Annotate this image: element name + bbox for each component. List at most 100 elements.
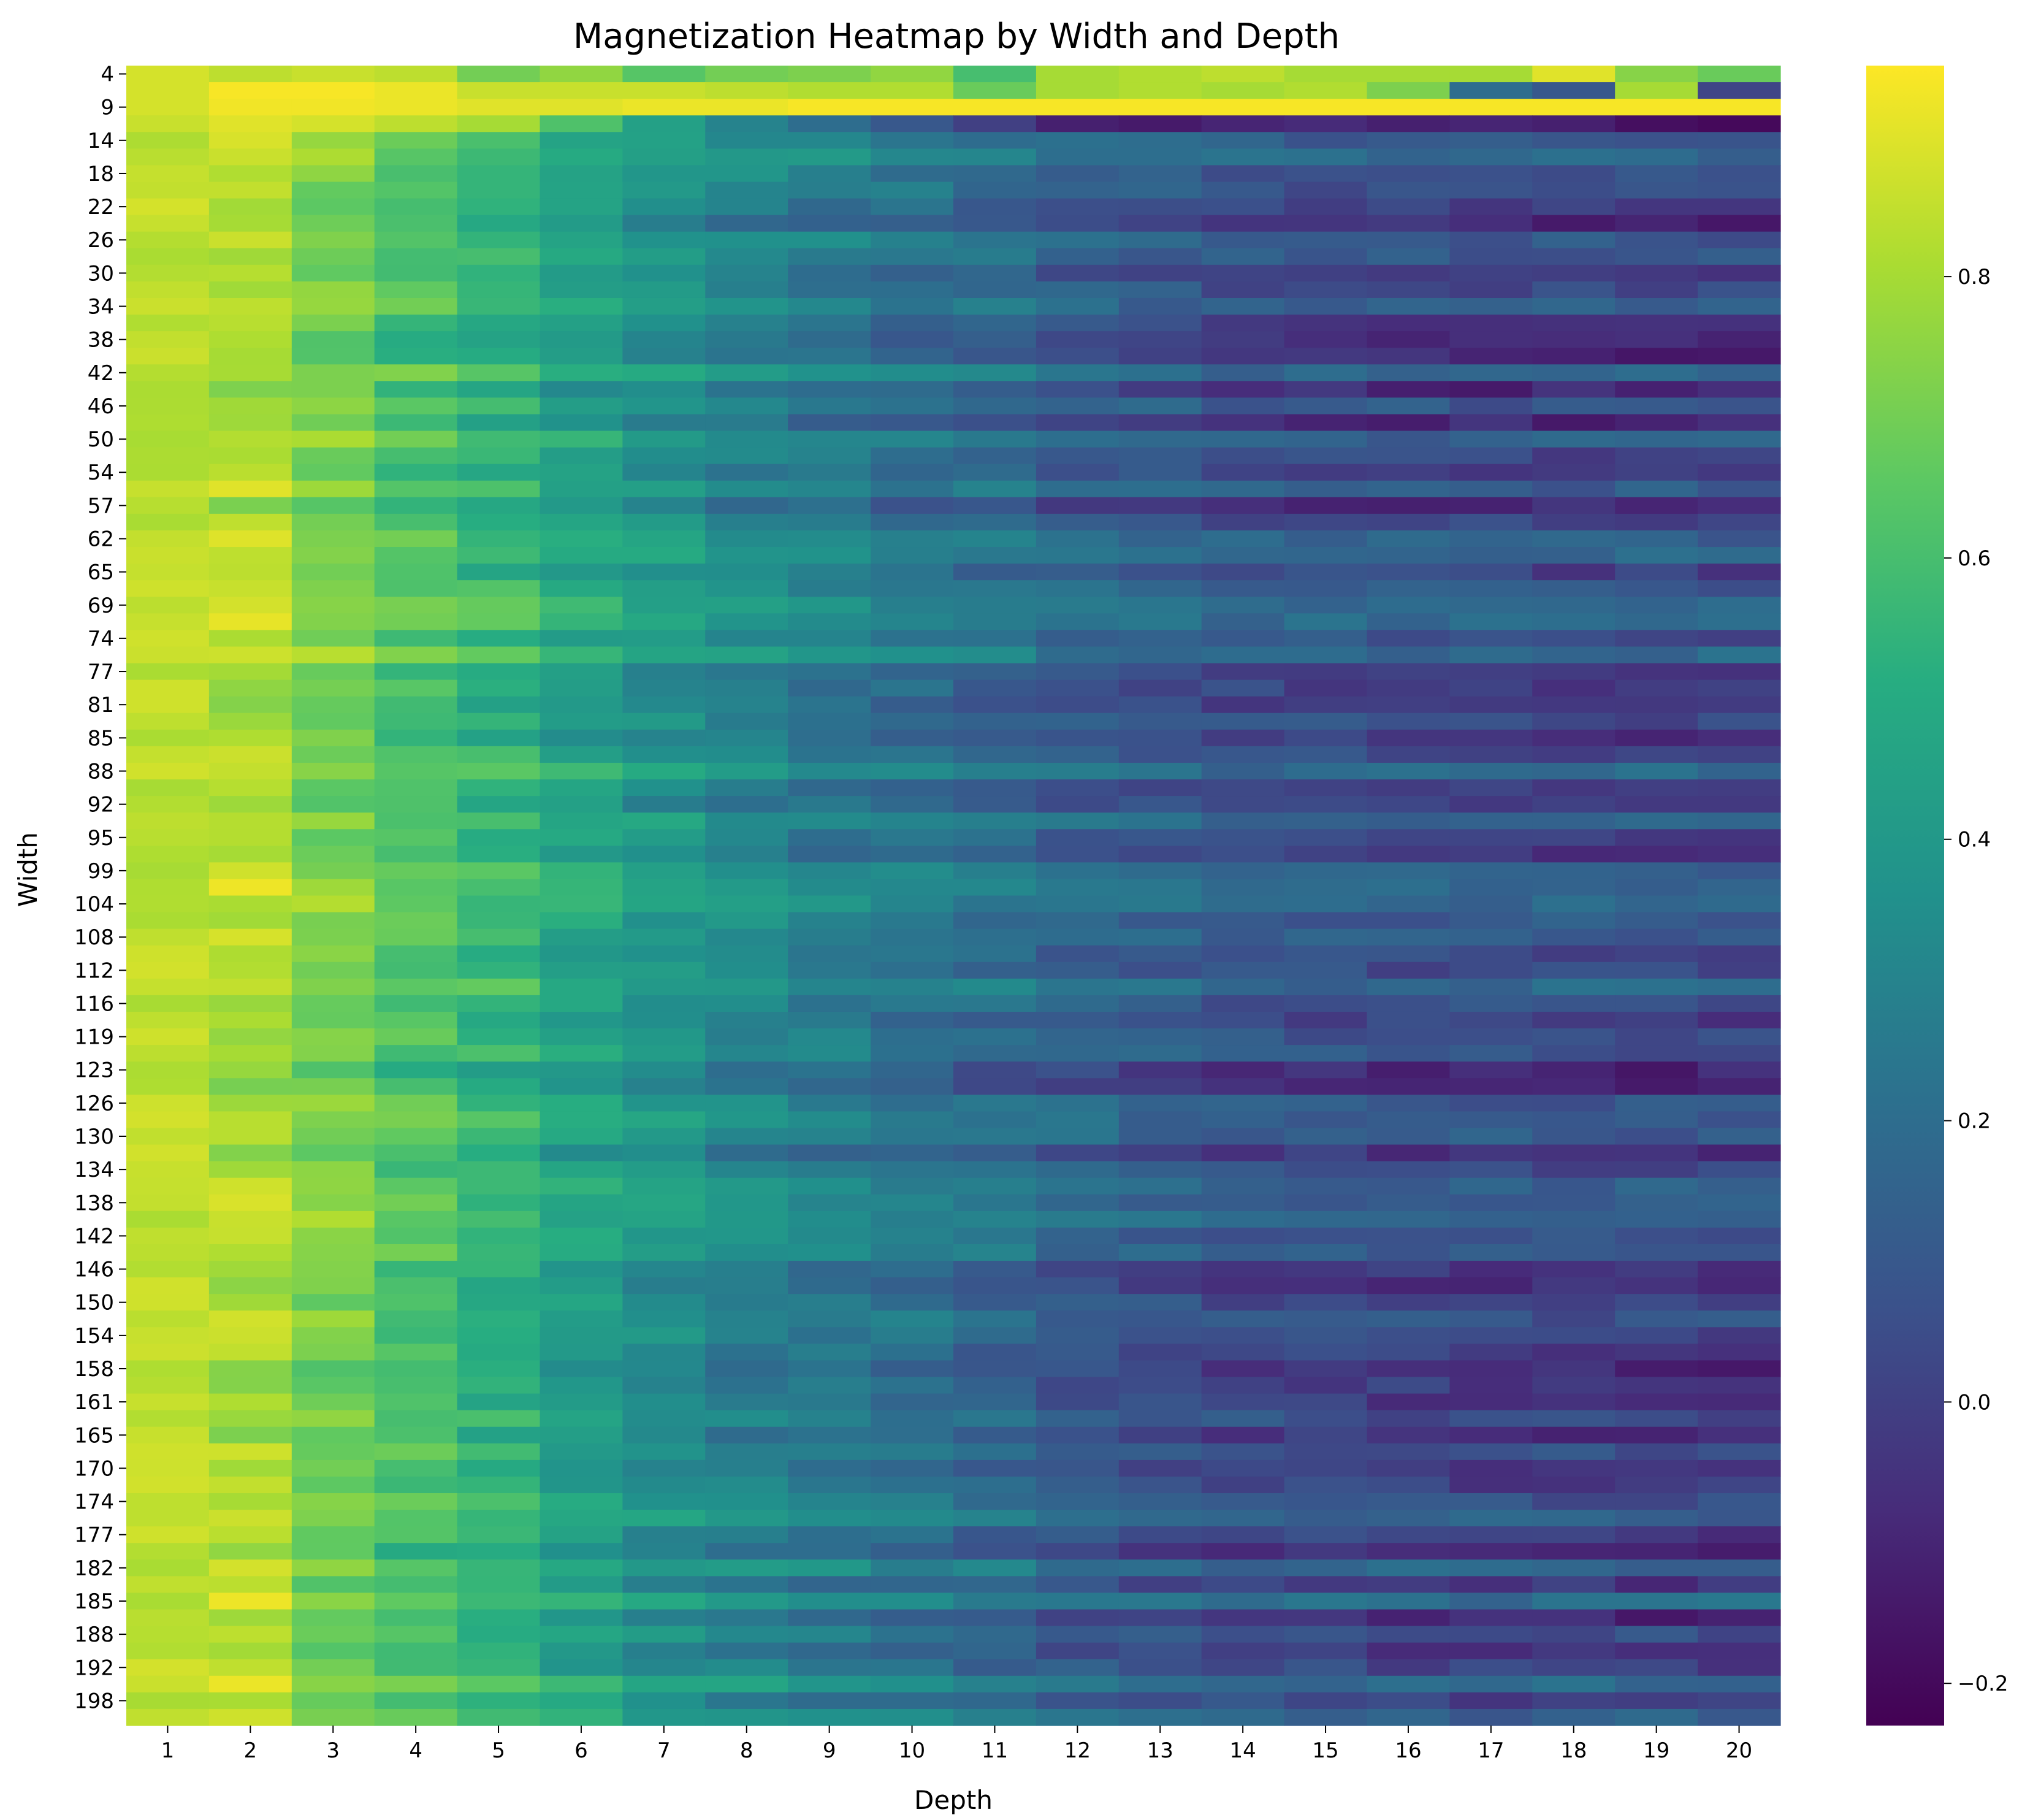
heatmap-cell [291, 1111, 375, 1129]
heatmap-cell [1615, 713, 1698, 730]
heatmap-cell [374, 132, 458, 149]
heatmap-cell [208, 564, 292, 581]
heatmap-cell [540, 414, 623, 432]
heatmap-cell [953, 1559, 1037, 1577]
heatmap-cell [1284, 215, 1368, 232]
heatmap-cell [788, 331, 871, 348]
heatmap-cell [1367, 1377, 1450, 1394]
heatmap-cell [1449, 1476, 1533, 1494]
heatmap-cell [1201, 1443, 1285, 1461]
heatmap-cell [1118, 1177, 1202, 1195]
heatmap-cell [1449, 846, 1533, 863]
heatmap-cell [1284, 613, 1368, 630]
heatmap-cell [1532, 1327, 1616, 1344]
heatmap-cell [1036, 297, 1120, 315]
heatmap-cell [126, 1177, 210, 1195]
heatmap-cell [1698, 1294, 1781, 1311]
heatmap-cell [457, 331, 541, 348]
heatmap-cell [953, 1095, 1037, 1112]
heatmap-cell [457, 1294, 541, 1311]
heatmap-cell [705, 1344, 788, 1361]
heatmap-cell [705, 281, 788, 299]
heatmap-cell [291, 1642, 375, 1660]
heatmap-cell [1449, 1261, 1533, 1278]
heatmap-cell [208, 1144, 292, 1162]
heatmap-cell [1036, 862, 1120, 880]
heatmap-cell [871, 1675, 954, 1693]
heatmap-cell [1449, 1659, 1533, 1677]
heatmap-cell [1036, 1576, 1120, 1594]
heatmap-cell [1036, 729, 1120, 747]
heatmap-cell [1367, 1078, 1450, 1095]
heatmap-cell [1532, 547, 1616, 564]
heatmap-cell [1118, 447, 1202, 465]
heatmap-cell [1036, 1642, 1120, 1660]
heatmap-cell [871, 464, 954, 481]
heatmap-cell [622, 115, 706, 132]
heatmap-cell [953, 945, 1037, 963]
heatmap-cell [1036, 613, 1120, 630]
heatmap-cell [953, 1310, 1037, 1328]
heatmap-cell [457, 862, 541, 880]
heatmap-cell [1201, 1277, 1285, 1294]
heatmap-cell [1532, 1144, 1616, 1162]
heatmap-cell [705, 1161, 788, 1179]
heatmap-cell [1036, 99, 1120, 116]
heatmap-cell [1201, 1061, 1285, 1079]
heatmap-cell [540, 115, 623, 132]
heatmap-cell [788, 115, 871, 132]
heatmap-cell [1036, 1210, 1120, 1228]
heatmap-cell [871, 1344, 954, 1361]
heatmap-cell [1118, 1642, 1202, 1660]
heatmap-cell [1532, 1426, 1616, 1444]
heatmap-cell [1698, 1393, 1781, 1411]
heatmap-cell [788, 198, 871, 216]
heatmap-cell [457, 1443, 541, 1461]
heatmap-cell [871, 779, 954, 797]
heatmap-cell [1698, 1028, 1781, 1046]
heatmap-cell [871, 480, 954, 498]
heatmap-cell [705, 978, 788, 996]
heatmap-cell [622, 1310, 706, 1328]
heatmap-cell [1201, 1360, 1285, 1378]
heatmap-cell [1532, 1078, 1616, 1095]
heatmap-cell [126, 945, 210, 963]
heatmap-cell [705, 1708, 788, 1726]
heatmap-cell [1449, 1095, 1533, 1112]
heatmap-cell [1615, 115, 1698, 132]
x-tick-label: 13 [1147, 1738, 1173, 1763]
heatmap-cell [1698, 812, 1781, 830]
heatmap-cell [1698, 1210, 1781, 1228]
heatmap-cell [1118, 1426, 1202, 1444]
heatmap-cell [208, 364, 292, 381]
heatmap-cell [788, 1244, 871, 1261]
heatmap-cell [705, 663, 788, 681]
y-tick-label: 57 [88, 494, 114, 518]
y-axis-label: Width [13, 832, 43, 907]
y-tick-label: 77 [88, 660, 114, 684]
heatmap-cell [1284, 182, 1368, 199]
heatmap-cell [1449, 1410, 1533, 1428]
heatmap-cell [1284, 414, 1368, 432]
heatmap-cell [1449, 1277, 1533, 1294]
heatmap-cell [540, 796, 623, 813]
heatmap-cell [208, 148, 292, 166]
heatmap-cell [1615, 497, 1698, 514]
heatmap-cell [1284, 447, 1368, 465]
heatmap-cell [788, 364, 871, 381]
heatmap-cell [1036, 1045, 1120, 1062]
y-tick-label: 50 [88, 427, 114, 452]
heatmap-cell [705, 945, 788, 963]
heatmap-cell [457, 895, 541, 913]
heatmap-cell [1284, 248, 1368, 266]
heatmap-cell [208, 663, 292, 681]
y-tick-label: 81 [88, 693, 114, 717]
heatmap-cell [1449, 148, 1533, 166]
heatmap-cell [953, 663, 1037, 681]
heatmap-cell [705, 962, 788, 979]
heatmap-cell [1615, 779, 1698, 797]
heatmap-cell [126, 1244, 210, 1261]
heatmap-cell [208, 912, 292, 930]
heatmap-cell [1201, 846, 1285, 863]
heatmap-cell [1201, 812, 1285, 830]
